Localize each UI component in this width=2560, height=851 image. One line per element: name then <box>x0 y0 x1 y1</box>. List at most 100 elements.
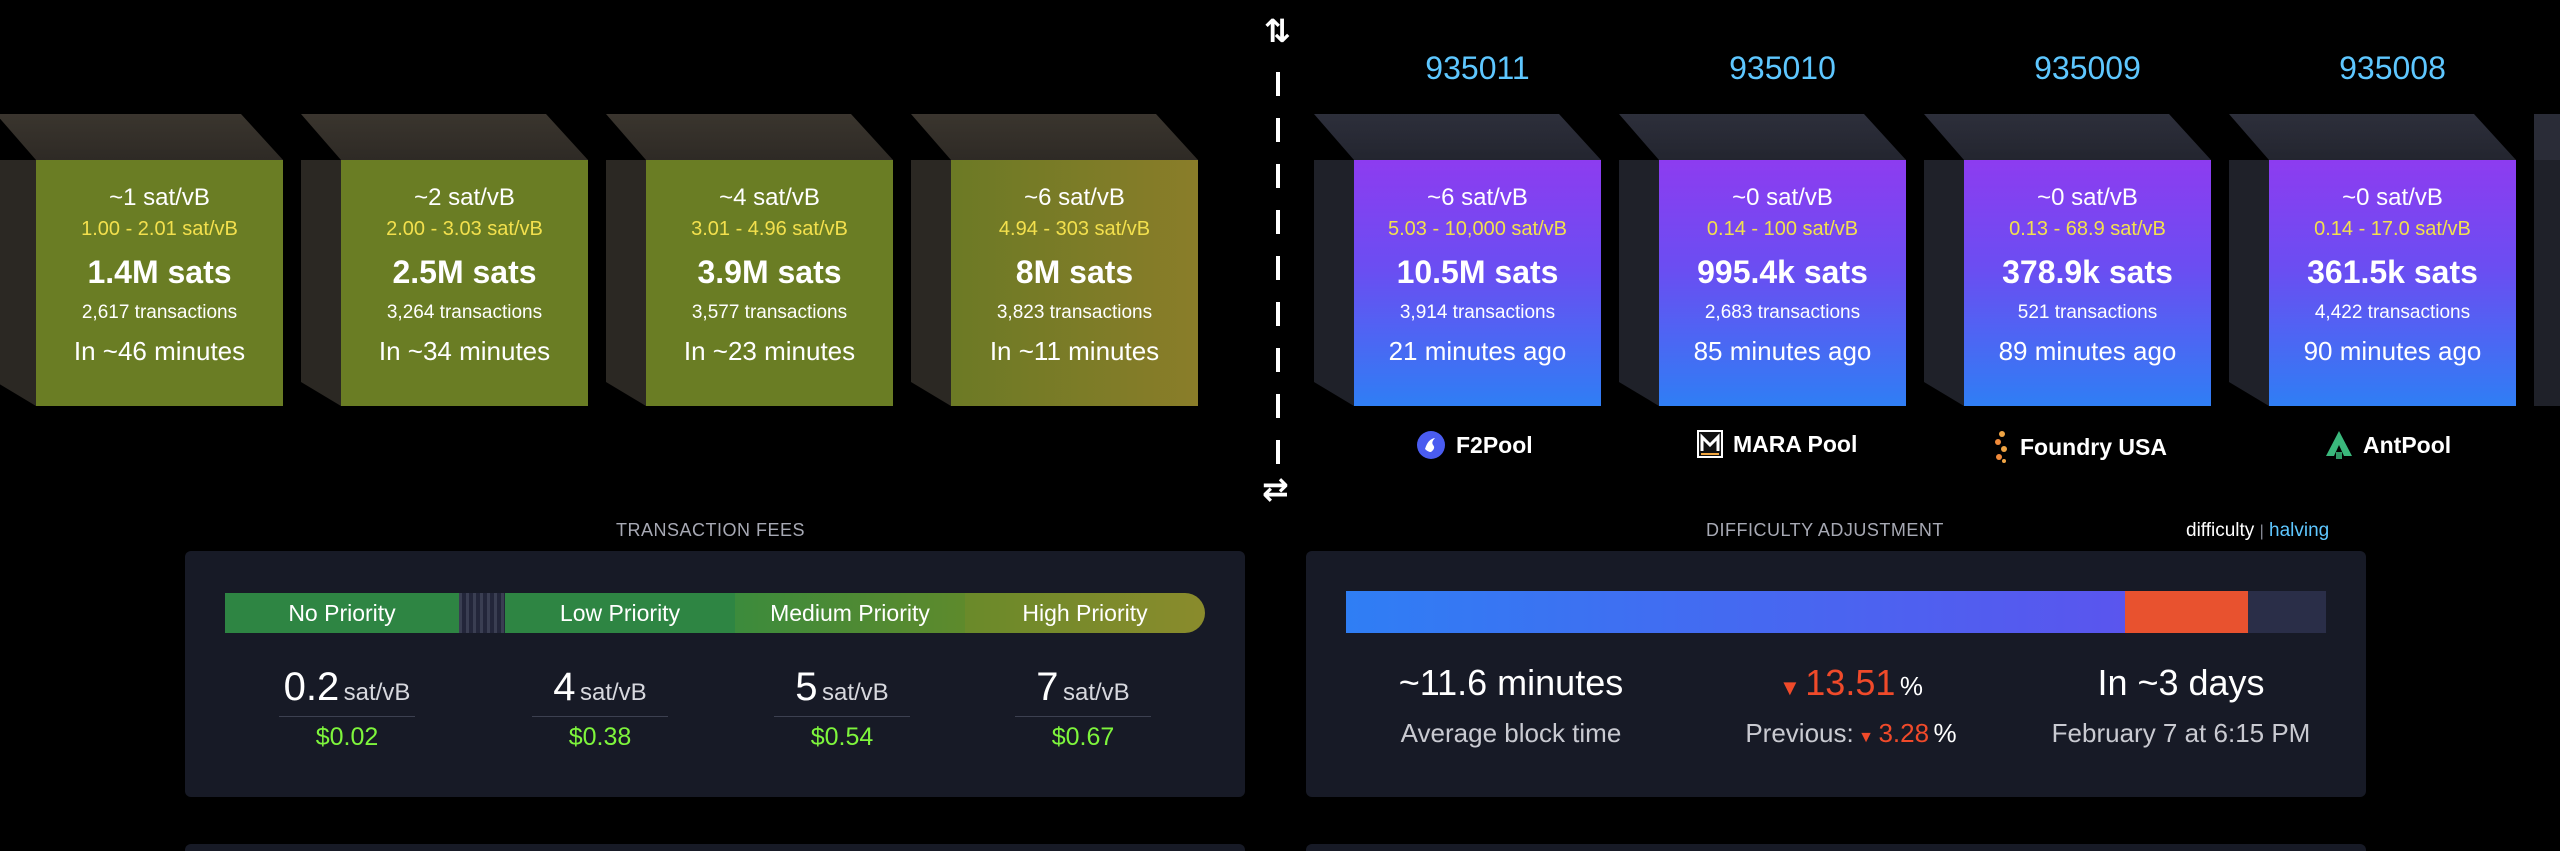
mempool-block[interactable]: ~4 sat/vB 3.01 - 4.96 sat/vB 3.9M sats 3… <box>606 114 893 406</box>
mara-icon <box>1697 430 1723 458</box>
block-time-ago: 89 minutes ago <box>1998 336 2177 366</box>
pool-link[interactable]: MARA Pool <box>1697 430 1857 458</box>
block-height-link[interactable]: 935008 <box>2339 50 2446 86</box>
priority-gap <box>459 593 505 633</box>
pool-name: AntPool <box>2363 431 2452 458</box>
median-fee: ~6 sat/vB <box>1024 184 1125 211</box>
previous-value: 3.28 <box>1878 718 1930 748</box>
fee-unit: sat/vB <box>580 679 647 706</box>
fee-range: 5.03 - 10,000 sat/vB <box>1387 218 1567 240</box>
tx-count: 3,264 transactions <box>386 302 543 323</box>
arrow-down-icon: ▼ <box>1779 675 1801 700</box>
block-eta: In ~23 minutes <box>683 336 856 366</box>
swap-direction-icon[interactable]: ⇅ <box>1264 13 1291 49</box>
block-time-ago: 85 minutes ago <box>1693 336 1872 366</box>
fee-priority-bar: No Priority Low Priority Medium Priority… <box>225 593 1205 633</box>
antpool-icon <box>2326 431 2352 459</box>
mined-block[interactable]: ~0 sat/vB 0.14 - 17.0 sat/vB 361.5k sats… <box>2229 114 2516 406</box>
fee-estimate-medium: 5 sat/vB $0.54 <box>762 665 922 752</box>
total-sats: 8M sats <box>1015 254 1134 290</box>
total-sats: 361.5k sats <box>2307 254 2478 290</box>
section-title-difficulty: DIFFICULTY ADJUSTMENT <box>1706 520 1944 540</box>
mined-block[interactable]: ~6 sat/vB 5.03 - 10,000 sat/vB 10.5M sat… <box>1314 114 1601 406</box>
toggle-difficulty[interactable]: difficulty <box>2186 520 2255 541</box>
mined-block[interactable]: ~0 sat/vB 0.14 - 100 sat/vB 995.4k sats … <box>1619 114 1906 406</box>
next-adjustment: In ~3 days February 7 at 6:15 PM <box>2016 662 2346 749</box>
pool-link[interactable]: F2Pool <box>1416 430 1533 460</box>
block-time-ago: 21 minutes ago <box>1388 336 1567 366</box>
priority-label-high: High Priority <box>965 593 1205 633</box>
fee-estimate-none: 0.2 sat/vB $0.02 <box>267 665 427 752</box>
priority-label-medium: Medium Priority <box>735 593 965 633</box>
block-eta: In ~34 minutes <box>378 336 551 366</box>
divider-dash <box>1276 118 1280 142</box>
total-sats: 378.9k sats <box>2002 254 2173 290</box>
tx-count: 4,422 transactions <box>2314 302 2471 323</box>
fee-range: 3.01 - 4.96 sat/vB <box>691 218 848 240</box>
pool-link[interactable]: AntPool <box>2325 430 2451 460</box>
total-sats: 3.9M sats <box>697 254 842 290</box>
next-adjustment-date: February 7 at 6:15 PM <box>2051 718 2311 748</box>
pool-name: F2Pool <box>1456 431 1533 458</box>
total-sats: 2.5M sats <box>392 254 537 290</box>
priority-label-low: Low Priority <box>505 593 735 633</box>
median-fee: ~0 sat/vB <box>1732 184 1833 211</box>
fee-usd: $0.67 <box>1051 723 1115 751</box>
fee-usd: $0.54 <box>810 723 874 751</box>
fee-range: 0.13 - 68.9 sat/vB <box>2009 218 2166 240</box>
block-eta: In ~11 minutes <box>989 336 1160 366</box>
fee-range: 0.14 - 17.0 sat/vB <box>2314 218 2471 240</box>
pool-name: Foundry USA <box>2020 433 2167 460</box>
mined-block-partial[interactable] <box>2534 114 2560 406</box>
tx-count: 2,617 transactions <box>81 302 238 323</box>
median-fee: ~2 sat/vB <box>414 184 515 211</box>
block-eta: In ~46 minutes <box>73 336 246 366</box>
difficulty-progress-bar <box>1346 591 2326 633</box>
mempool-block[interactable]: ~6 sat/vB 4.94 - 303 sat/vB 8M sats 3,82… <box>911 114 1198 406</box>
average-block-time: ~11.6 minutes Average block time <box>1346 662 1676 749</box>
difficulty-progress-done <box>1346 591 2126 633</box>
block-time-ago: 90 minutes ago <box>2303 336 2482 366</box>
median-fee: ~6 sat/vB <box>1427 184 1528 211</box>
tx-count: 2,683 transactions <box>1704 302 1861 323</box>
priority-label-none: No Priority <box>225 593 459 633</box>
fee-value: 0.2 <box>283 665 340 709</box>
avg-block-time-label: Average block time <box>1400 718 1622 748</box>
divider-dash <box>1276 348 1280 372</box>
fee-unit: sat/vB <box>343 679 411 706</box>
fee-value: 7 <box>1036 665 1059 709</box>
swap-horizontal-icon[interactable]: ⇄ <box>1262 471 1289 507</box>
fee-estimate-low: 4 sat/vB $0.38 <box>520 665 680 752</box>
toggle-halving[interactable]: halving <box>2269 520 2330 541</box>
divider-dash <box>1276 72 1280 96</box>
divider-dash <box>1276 440 1280 464</box>
median-fee: ~1 sat/vB <box>109 184 210 211</box>
change-unit: % <box>1899 671 1923 701</box>
total-sats: 995.4k sats <box>1697 254 1868 290</box>
tx-count: 3,577 transactions <box>691 302 848 323</box>
foundry-icon <box>1995 431 2007 463</box>
mempool-block[interactable]: ~1 sat/vB 1.00 - 2.01 sat/vB 1.4M sats 2… <box>0 114 283 406</box>
fee-value: 5 <box>795 665 818 709</box>
mined-block[interactable]: ~0 sat/vB 0.13 - 68.9 sat/vB 378.9k sats… <box>1924 114 2211 406</box>
divider-dash <box>1276 256 1280 280</box>
mempool-block[interactable]: ~2 sat/vB 2.00 - 3.03 sat/vB 2.5M sats 3… <box>301 114 588 406</box>
block-height-link[interactable]: 935011 <box>1425 50 1530 86</box>
median-fee: ~4 sat/vB <box>719 184 820 211</box>
fee-usd: $0.02 <box>315 723 379 751</box>
block-height-link[interactable]: 935010 <box>1729 50 1836 86</box>
tx-count: 3,823 transactions <box>996 302 1153 323</box>
tx-count: 521 transactions <box>2017 302 2158 323</box>
fee-range: 4.94 - 303 sat/vB <box>998 218 1151 240</box>
divider-dash <box>1276 210 1280 234</box>
pool-link[interactable]: Foundry USA <box>1994 430 2167 464</box>
divider-dash <box>1276 164 1280 188</box>
fee-unit: sat/vB <box>822 679 889 706</box>
divider-dash <box>1276 394 1280 418</box>
toggle-separator: | <box>2259 523 2264 540</box>
fee-estimate-high: 7 sat/vB $0.67 <box>1003 665 1163 752</box>
divider-dash <box>1276 302 1280 326</box>
block-height-link[interactable]: 935009 <box>2034 50 2141 86</box>
fee-value: 4 <box>553 665 576 709</box>
total-sats: 10.5M sats <box>1396 254 1559 290</box>
